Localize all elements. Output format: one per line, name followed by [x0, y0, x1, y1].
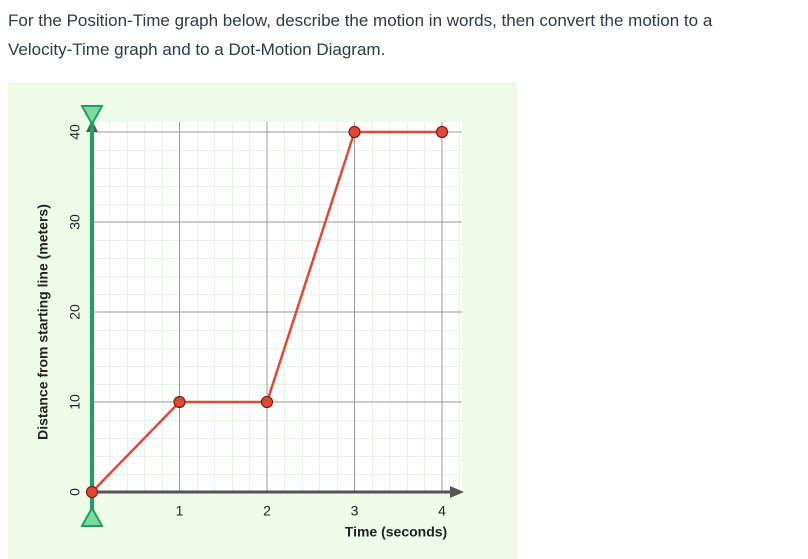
bottom-handle[interactable] [80, 505, 104, 527]
y-axis-title: Distance from starting line (meters) [35, 204, 51, 440]
data-point[interactable] [260, 395, 274, 409]
y-tick-label: 0 [67, 488, 83, 496]
x-tick-label: 4 [438, 503, 446, 519]
x-tick-label: 2 [263, 503, 271, 519]
question: For the Position-Time graph below, descr… [8, 11, 713, 59]
y-tick-label: 40 [67, 124, 83, 140]
top-handle[interactable] [80, 105, 104, 127]
data-point[interactable] [173, 395, 186, 409]
data-point[interactable] [435, 125, 449, 139]
x-axis-arrow [450, 486, 464, 498]
data-point[interactable] [348, 125, 361, 139]
x-tick-label: 1 [176, 503, 184, 519]
data-point[interactable] [85, 485, 99, 499]
x-axis-title: Time (seconds) [345, 524, 447, 540]
y-tick-label: 20 [67, 304, 83, 320]
y-tick-label: 30 [67, 214, 83, 230]
y-tick-label: 10 [67, 394, 83, 410]
x-tick-label: 3 [351, 503, 359, 519]
